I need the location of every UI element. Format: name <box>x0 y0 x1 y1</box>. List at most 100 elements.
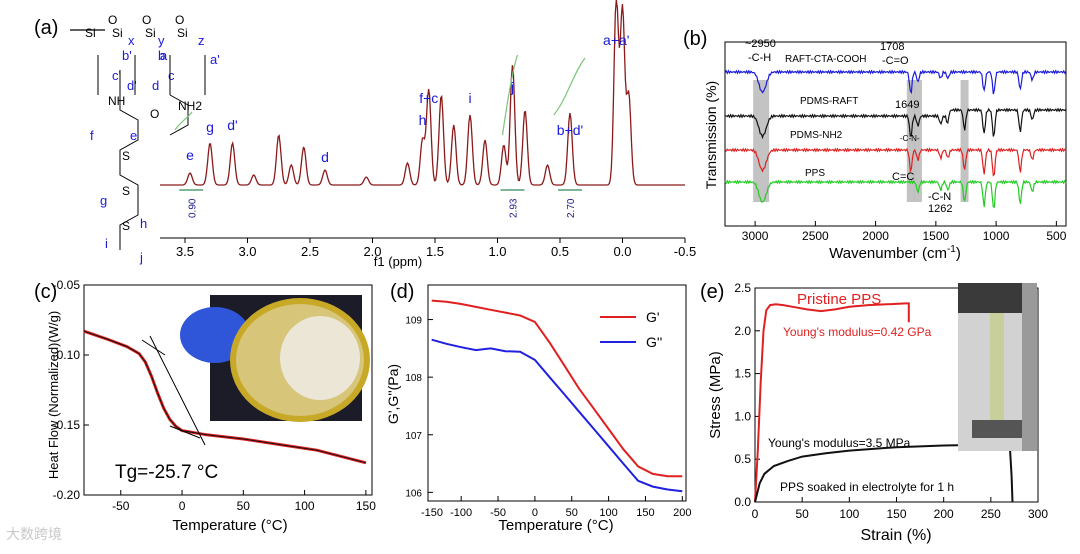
structure-label: Si <box>145 26 156 40</box>
ftir-series-name: PPS <box>805 168 825 179</box>
nmr-peak-label: i <box>468 90 471 106</box>
tensile-x-tick-label: 150 <box>886 507 906 521</box>
tensile-y-label: Stress (MPa) <box>707 351 724 439</box>
structure-label: j <box>139 250 143 265</box>
structure-label: a' <box>210 52 220 67</box>
tensile-y-tick-label: 1.0 <box>734 409 751 423</box>
rheology-x-tick-label: -150 <box>421 507 443 519</box>
rheology-x-tick-label: 200 <box>673 507 691 519</box>
structure-label: S <box>122 219 130 233</box>
structure-label: S <box>122 149 130 163</box>
ftir-frame <box>724 41 1067 227</box>
ftir-series <box>724 69 1067 208</box>
nmr-x-label: f1 (ppm) <box>374 254 422 269</box>
tensile-y-tick-label: 0.5 <box>734 452 751 466</box>
nmr-peak-label: g <box>206 119 214 135</box>
nmr-peak-labels: eg d' d h f+c i j b+d' a+a' <box>186 32 629 165</box>
structure-label: O <box>108 13 117 27</box>
panel-b: (b) 3000 2500 2000 1500 1000 500 RAFT-CTA-COO… <box>683 28 1067 262</box>
rheology-series <box>431 299 683 493</box>
tensile-x-tick-label: 250 <box>981 507 1001 521</box>
panel-b-label: (b) <box>683 28 707 50</box>
nmr-x-tick-label: 3.0 <box>238 244 256 259</box>
structure-label: d' <box>127 78 137 93</box>
tensile-x-tick-label: 100 <box>839 507 859 521</box>
tensile-y-tick-label: 2.5 <box>734 281 751 295</box>
dsc-x-tick-label: 0 <box>179 499 186 513</box>
panel-a-label: (a) <box>34 17 58 39</box>
dsc-y-tick-label: -0.10 <box>53 348 81 362</box>
soaked-caption: PPS soaked in electrolyte for 1 h <box>780 480 954 494</box>
watermark: 大数跨境 <box>6 527 62 543</box>
ftir-series-line <box>724 69 1067 95</box>
rheology-y-tick-label: 108 <box>405 373 422 384</box>
pristine-modulus: Young's modulus=0.42 GPa <box>783 325 932 339</box>
ftir-band-label: -C-H <box>748 52 771 64</box>
ftir-band-rect <box>913 80 922 202</box>
dsc-curve-core <box>83 330 367 464</box>
ftir-x-tick-label: 1500 <box>923 229 950 243</box>
nmr-x-tick-label: 0.0 <box>613 244 631 259</box>
ftir-series-line <box>724 179 1067 208</box>
nmr-peak-label: d' <box>227 117 237 133</box>
rheology-y-tick-label: 107 <box>405 431 422 442</box>
rheology-x-tick-label: 0 <box>532 507 538 519</box>
rheology-series-line <box>431 338 683 493</box>
structure-label: y <box>158 33 165 48</box>
nmr-x-tick-label: 3.5 <box>176 244 194 259</box>
tensile-x-tick-label: 0 <box>752 507 759 521</box>
tensile-x-tick-label: 50 <box>795 507 809 521</box>
nmr-peak-label: h <box>419 112 427 128</box>
nmr-integral-value: 2.93 <box>509 198 520 218</box>
tensile-x-tick-label: 300 <box>1028 507 1048 521</box>
panel-c-label: (c) <box>34 281 57 303</box>
structure-label: Si <box>177 26 188 40</box>
structure-label: h <box>140 216 147 231</box>
nmr-x-tick-label: 2.5 <box>301 244 319 259</box>
nmr-integral-curve-j <box>501 54 519 136</box>
ftir-band-label: ~2950 <box>745 38 776 50</box>
rheology-x-tick-label: -100 <box>450 507 472 519</box>
nmr-x-tick-label: 2.0 <box>363 244 381 259</box>
ftir-band-label: -C=O <box>882 55 909 67</box>
tensile-x-label: Strain (%) <box>860 527 931 544</box>
rheology-x-tick-label: 150 <box>636 507 654 519</box>
panel-e-label: (e) <box>700 281 724 303</box>
rheology-x-tick-label: 100 <box>599 507 617 519</box>
ftir-x-tick-label: 1000 <box>983 229 1010 243</box>
nmr-x-tick-label: 0.5 <box>551 244 569 259</box>
ftir-band-rect <box>960 80 969 202</box>
structure-label: i <box>105 236 108 251</box>
ftir-x-axis: 3000 2500 2000 1500 1000 500 <box>742 221 1067 243</box>
tensile-axes: 0 50 100 150 200 250 300 0.0 0.5 1.0 1.5 2.0 2.5 <box>734 281 1048 521</box>
nmr-x-tick-label: -0.5 <box>674 244 696 259</box>
ftir-x-tick-label: 3000 <box>742 229 769 243</box>
nmr-peak-label: e <box>186 147 194 163</box>
structure-label: Si <box>85 26 96 40</box>
ftir-band-label: 1262 <box>928 203 952 215</box>
tensile-x-tick-label: 200 <box>934 507 954 521</box>
structure-label: g <box>100 193 107 208</box>
structure-label: Si <box>112 26 123 40</box>
dsc-tangent-lines <box>141 335 206 446</box>
ftir-band-rect <box>753 80 770 202</box>
structure-label: d <box>152 78 159 93</box>
ftir-series-name: PDMS-RAFT <box>800 96 858 107</box>
tensile-y-tick-label: 2.0 <box>734 324 751 338</box>
structure-label: f <box>90 128 94 143</box>
structure-label: O <box>142 13 151 27</box>
panel-d-label: (d) <box>390 281 414 303</box>
ftir-series-name: RAFT-CTA-COOH <box>785 54 866 65</box>
nmr-peak-label: d <box>321 149 329 165</box>
nmr-integral-values: 0.90 2.93 2.70 <box>179 189 582 218</box>
panel-e: (e) 0 50 100 150 200 250 300 0.0 0.5 1.0 1.5 2.0 2.5… <box>700 281 1048 544</box>
nmr-spectrum <box>160 0 685 186</box>
nmr-x-tick-label: 1.5 <box>426 244 444 259</box>
tensile-y-tick-label: 0.0 <box>734 495 751 509</box>
nmr-x-tick-label: 1.0 <box>488 244 506 259</box>
rheology-y-tick-label: 109 <box>405 316 422 327</box>
nmr-peak-label: b+d' <box>557 122 583 138</box>
